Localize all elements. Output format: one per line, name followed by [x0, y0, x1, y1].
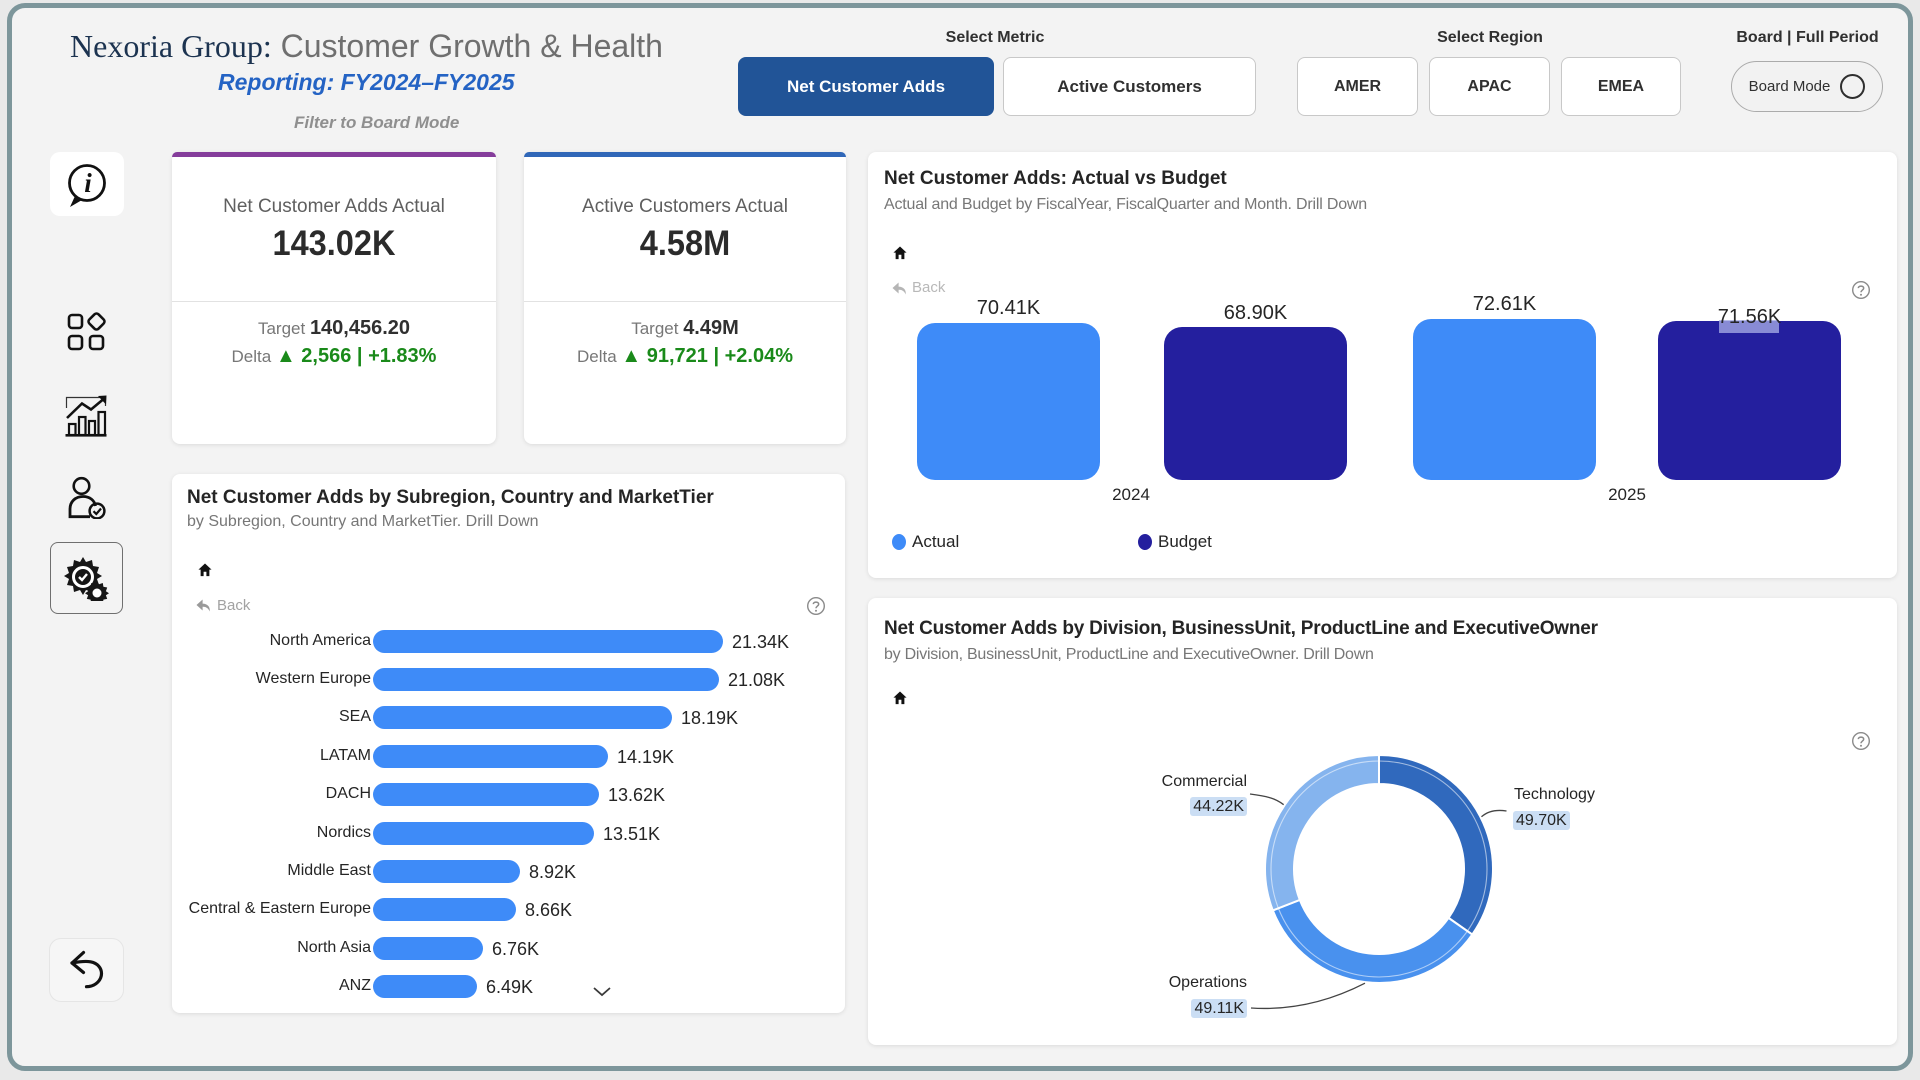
svg-text:i: i: [84, 168, 92, 198]
